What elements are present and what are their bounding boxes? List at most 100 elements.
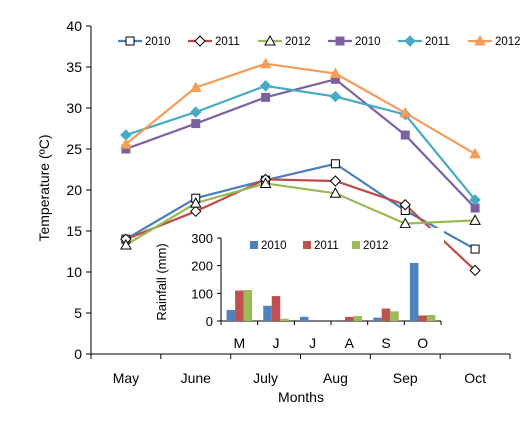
data-point	[120, 138, 132, 149]
main-series-lines	[120, 57, 481, 277]
data-point	[469, 147, 481, 159]
inset-bars	[226, 262, 436, 321]
data-point	[189, 197, 202, 208]
main-y-axis-title: Temperature (ºC)	[36, 134, 52, 241]
legend-marker	[335, 36, 345, 46]
data-point	[399, 199, 411, 211]
rainfall-bar	[299, 316, 309, 321]
data-point	[120, 238, 132, 250]
rainfall-bar	[373, 317, 382, 321]
data-point	[259, 57, 272, 69]
main-x-tick-label: Sep	[393, 370, 418, 386]
inset-x-tick-label: M	[233, 335, 245, 351]
legend-marker	[125, 36, 135, 46]
inset-legend: 2010 2011 2012	[250, 240, 389, 252]
rainfall-bar	[353, 316, 363, 321]
legend-label: 2011	[425, 36, 450, 48]
data-point	[470, 244, 480, 254]
data-point	[469, 214, 481, 225]
main-y-tick-label: 5	[74, 305, 82, 321]
inset-legend-label: 2011	[314, 240, 339, 252]
data-point	[329, 67, 342, 79]
main-x-tick-label: May	[113, 370, 139, 386]
legend-marker	[474, 34, 486, 46]
rainfall-bar	[226, 309, 236, 321]
main-x-tick-label: June	[181, 370, 212, 386]
legend-marker	[264, 34, 276, 46]
rainfall-bar	[345, 316, 354, 321]
series-line	[125, 78, 476, 209]
rainfall-bar	[271, 296, 281, 321]
main-y-tick-label: 30	[66, 100, 82, 116]
series-line	[125, 84, 476, 201]
main-legend: 2010 2011 2012 2010 2011 2012	[118, 34, 521, 48]
main-y-tick-label: 0	[74, 346, 82, 362]
main-y-tick-label: 25	[66, 141, 82, 157]
main-x-ticks: May June July Aug Sep Oct	[90, 354, 511, 386]
data-point	[329, 175, 342, 187]
inset-y-tick-label: 100	[191, 286, 213, 301]
series-line	[125, 178, 476, 272]
inset-legend-swatch	[303, 241, 311, 249]
inset-legend-label: 2010	[261, 240, 287, 252]
legend-marker	[404, 35, 416, 47]
legend-label: 2010	[355, 36, 381, 48]
inset-x-tick-label: O	[417, 335, 428, 351]
inset-x-tick-label: A	[345, 335, 355, 351]
main-x-tick-label: Oct	[464, 370, 486, 386]
rainfall-bar	[381, 308, 391, 321]
main-y-tick-label: 20	[66, 182, 82, 198]
inset-legend-swatch	[352, 241, 360, 249]
inset-y-tick-label: 300	[191, 231, 213, 246]
data-point	[261, 92, 271, 102]
rainfall-bar	[280, 318, 289, 321]
data-point	[469, 264, 481, 277]
rainfall-bar	[418, 315, 427, 321]
main-x-tick-label: July	[253, 370, 278, 386]
data-point	[259, 177, 272, 188]
data-point	[190, 106, 202, 118]
data-point	[469, 194, 481, 206]
inset-x-tick-label: S	[381, 335, 390, 351]
inset-y-tick-label: 0	[206, 314, 213, 329]
data-point	[191, 119, 201, 129]
series-line	[125, 182, 476, 246]
inset-y-axis-title: Rainfall (mm)	[154, 243, 169, 320]
main-y-tick-label: 10	[66, 264, 82, 280]
rainfall-bar	[235, 290, 244, 321]
main-y-tick-label: 40	[66, 18, 82, 34]
rainfall-bar	[390, 311, 399, 321]
inset-x-tick-label: J	[273, 335, 280, 351]
data-point	[330, 159, 340, 169]
main-y-ticks: 0 5 10 15 20 25 30 35 40	[66, 18, 91, 362]
series-line	[125, 62, 476, 155]
main-y-tick-label: 15	[66, 223, 82, 239]
rainfall-bar	[263, 305, 272, 321]
rainfall-bar	[243, 290, 253, 321]
data-point	[399, 106, 412, 118]
legend-label: 2011	[215, 36, 240, 48]
inset-legend-swatch	[250, 241, 258, 249]
data-point	[399, 217, 412, 229]
main-y-tick-label: 35	[66, 59, 82, 75]
data-point	[400, 130, 410, 140]
legend-label: 2012	[285, 36, 311, 48]
legend-label: 2010	[145, 36, 171, 48]
legend-label: 2012	[495, 36, 521, 48]
main-x-tick-label: Aug	[323, 370, 348, 386]
inset-x-tick-label: J	[309, 335, 316, 351]
inset-legend-label: 2012	[363, 240, 389, 252]
rainfall-bar	[409, 262, 419, 321]
main-x-axis-title: Months	[278, 389, 324, 405]
inset-y-ticks: 0 100 200 300	[191, 231, 221, 329]
data-point	[189, 81, 202, 92]
data-point	[190, 205, 202, 218]
rainfall-bar	[426, 314, 436, 321]
legend-marker	[194, 35, 206, 47]
data-point	[329, 187, 342, 198]
data-point	[329, 90, 342, 103]
inset-y-tick-label: 200	[191, 259, 213, 274]
data-point	[259, 80, 272, 92]
